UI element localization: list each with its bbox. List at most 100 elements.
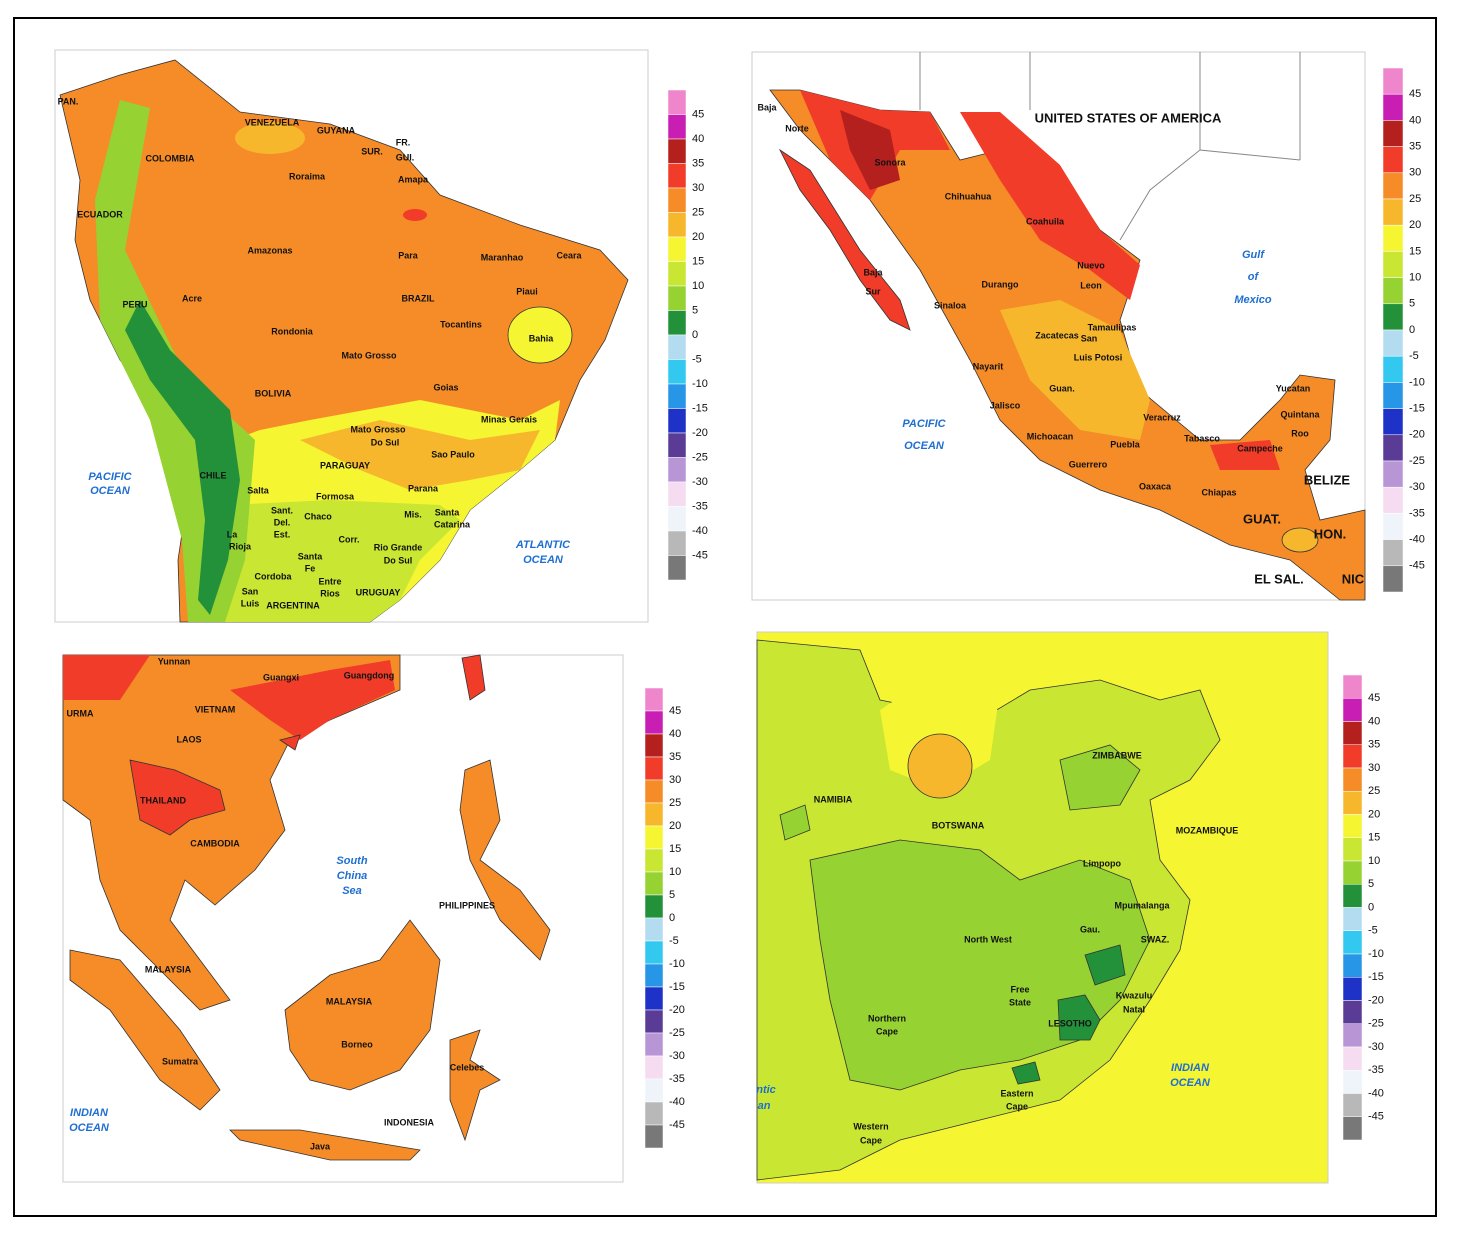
legend-tick-label: -40	[1409, 534, 1425, 546]
color-legend: 45 40 35 30 25 20 15 10 5 0 -5 -10 -15 -20 -25 -30 -35 -4…	[1342, 674, 1384, 1141]
legend-swatch	[644, 779, 664, 804]
region-label: La	[227, 529, 238, 539]
legend-swatch	[667, 530, 687, 556]
legend-swatch	[1382, 382, 1404, 409]
legend-swatch	[1382, 329, 1404, 357]
region-label: MALAYSIA	[145, 964, 192, 974]
map-southern-africa	[756, 631, 1329, 1184]
region-label: Nayarit	[973, 361, 1004, 371]
region-label: Sur	[865, 286, 881, 296]
region-label: OCEAN	[904, 440, 945, 452]
region-label: Norte	[785, 123, 809, 133]
legend-swatch	[1342, 1093, 1363, 1117]
color-legend: 45 40 35 30 25 20 15 10 5 0 -5 -10 -15 -20 -25 -30 -35 -4…	[644, 687, 685, 1149]
legend-swatch	[644, 1055, 664, 1080]
region-label: INDIAN	[1171, 1062, 1210, 1074]
legend-tick-label: 5	[1368, 878, 1374, 890]
region-label: Sant.	[271, 505, 293, 515]
legend-swatch	[1382, 303, 1404, 331]
region-label: NIC	[1342, 571, 1365, 586]
region-label: Yunnan	[158, 656, 191, 666]
region-label: Guan.	[1049, 383, 1075, 393]
region-label: Kwazulu	[1116, 990, 1153, 1000]
legend-swatch	[1382, 67, 1404, 95]
legend-tick-label: -30	[692, 476, 708, 488]
legend-swatch	[667, 236, 687, 262]
region-label: Natal	[1123, 1004, 1145, 1014]
region-label: PHILIPPINES	[439, 900, 495, 910]
region-label: GUYANA	[317, 125, 356, 135]
region-label: Roraima	[289, 171, 326, 181]
region-label: Free	[1010, 984, 1029, 994]
legend-tick-label: -35	[692, 500, 708, 512]
legend-tick-label: -30	[1409, 481, 1425, 493]
region-label: PACIFIC	[902, 418, 946, 430]
region-label: Puebla	[1110, 439, 1141, 449]
region-label: Rondonia	[271, 326, 313, 336]
legend-swatch	[1382, 277, 1404, 305]
region-label: Durango	[982, 279, 1020, 289]
legend-swatch	[1342, 930, 1363, 955]
baja	[778, 148, 911, 331]
legend-swatch	[1342, 744, 1363, 769]
region-label: Cape	[876, 1026, 898, 1036]
region-label: Sinaloa	[934, 300, 967, 310]
region-label: Gau.	[1080, 924, 1100, 934]
legend-swatch	[667, 555, 687, 581]
region-label: INDIAN	[70, 1107, 109, 1119]
legend-swatch	[1382, 93, 1404, 121]
zone-light-orange	[235, 122, 305, 154]
legend-tick-label: -35	[1368, 1064, 1384, 1076]
legend-swatch	[1342, 767, 1363, 792]
legend-tick-label: 30	[669, 774, 681, 786]
region-label: CHILE	[200, 470, 227, 480]
region-label: San	[1081, 333, 1098, 343]
legend-tick-label: 35	[669, 751, 681, 763]
legend-swatch	[1382, 486, 1404, 514]
legend-tick-label: 15	[669, 843, 681, 855]
legend-tick-label: 20	[1409, 219, 1421, 231]
color-legend: 45 40 35 30 25 20 15 10 5 0 -5 -10 -15 -20 -25 -30 -35 -4…	[1382, 67, 1425, 593]
legend-tick-label: -10	[692, 378, 708, 390]
legend-swatch	[667, 432, 687, 458]
region-label: Chiapas	[1201, 487, 1236, 497]
legend-tick-label: -45	[1409, 560, 1425, 572]
region-label: Rios	[320, 588, 340, 598]
legend-swatch	[1342, 1116, 1363, 1141]
zone-light-orange	[1000, 300, 1150, 440]
legend-tick-label: -25	[1409, 455, 1425, 467]
zone-dark-green	[125, 300, 240, 615]
zone-red	[129, 759, 226, 836]
legend-swatch	[1342, 977, 1363, 1001]
region-label: PARAGUAY	[320, 460, 370, 470]
legend-swatch	[667, 506, 687, 532]
region-label: Mato Grosso	[341, 350, 397, 360]
region-label: Maranhao	[481, 252, 524, 262]
region-label: Do Sul	[384, 555, 413, 565]
legend-tick-label: 25	[692, 206, 704, 218]
legend-swatch	[1382, 120, 1404, 147]
legend-tick-label: 20	[1368, 808, 1380, 820]
legend-swatch	[1342, 837, 1363, 862]
region-label: Del.	[274, 517, 291, 527]
legend-swatch	[667, 457, 687, 483]
region-label: Quintana	[1280, 409, 1320, 419]
region-label: URMA	[67, 708, 94, 718]
legend-swatch	[667, 187, 687, 213]
region-label: San	[242, 586, 259, 596]
legend-tick-label: -20	[692, 427, 708, 439]
legend-tick-label: 15	[1409, 245, 1421, 257]
legend-tick-label: 40	[1368, 715, 1380, 727]
legend-swatch	[1342, 907, 1363, 931]
legend-tick-label: 5	[1409, 298, 1415, 310]
region-label: MALAYSIA	[326, 996, 373, 1006]
region-label: Piaui	[516, 286, 538, 296]
region-label: Sumatra	[162, 1056, 199, 1066]
zone-light-orange	[300, 420, 540, 490]
legend-tick-label: -35	[669, 1073, 685, 1085]
legend-swatch	[1342, 1000, 1363, 1024]
region-label: FR.	[396, 137, 411, 147]
legend-tick-label: -45	[692, 549, 708, 561]
region-label: INDONESIA	[384, 1117, 435, 1127]
region-label: Cape	[860, 1135, 882, 1145]
